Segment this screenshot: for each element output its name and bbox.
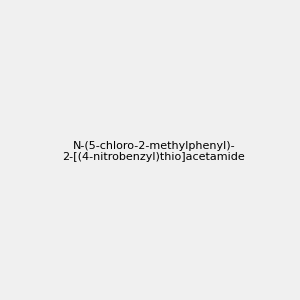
- Text: N-(5-chloro-2-methylphenyl)-
2-[(4-nitrobenzyl)thio]acetamide: N-(5-chloro-2-methylphenyl)- 2-[(4-nitro…: [62, 141, 245, 162]
